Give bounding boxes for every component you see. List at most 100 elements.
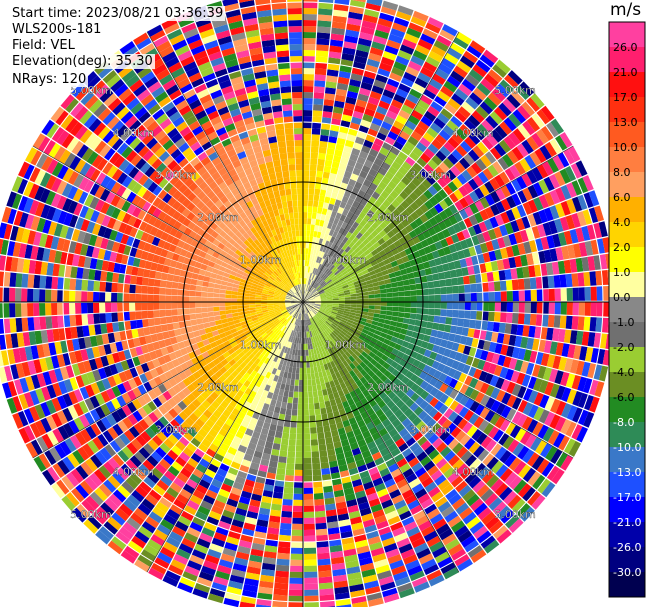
range-gate <box>303 140 311 147</box>
range-gate <box>459 123 472 136</box>
range-gate <box>303 158 310 165</box>
range-gate <box>459 507 473 520</box>
range-gate <box>15 288 22 302</box>
range-gate <box>382 362 391 370</box>
range-gate <box>397 286 405 292</box>
range-gate <box>283 420 291 428</box>
range-gate <box>483 96 498 111</box>
range-gate <box>545 122 559 138</box>
range-gate <box>177 289 184 296</box>
range-gate <box>362 518 376 528</box>
range-gate <box>314 188 321 196</box>
range-gate <box>553 275 561 288</box>
range-gate <box>303 433 311 440</box>
range-gate <box>425 22 441 35</box>
range-gate <box>338 307 345 311</box>
range-gate <box>369 237 378 246</box>
range-gate <box>391 248 399 256</box>
range-gate <box>452 414 464 426</box>
range-gate <box>325 81 337 89</box>
range-gate <box>466 493 480 507</box>
range-gate <box>220 284 227 290</box>
range-gate <box>320 272 326 279</box>
range-gate <box>313 306 320 311</box>
range-gate <box>33 274 41 289</box>
range-gate <box>333 320 340 325</box>
range-gate <box>443 467 456 479</box>
range-gate <box>437 501 452 513</box>
range-gate <box>307 293 312 298</box>
range-gate <box>431 233 440 243</box>
range-gate <box>359 368 368 377</box>
range-gate <box>465 336 474 347</box>
range-gate <box>352 374 360 383</box>
range-gate <box>440 238 449 248</box>
range-gate <box>340 250 347 258</box>
range-gate <box>319 450 328 458</box>
range-gate <box>324 322 330 328</box>
range-gate <box>583 378 593 394</box>
range-gate <box>207 287 214 293</box>
range-gate <box>451 233 460 244</box>
range-gate <box>484 492 499 507</box>
range-gate <box>324 400 331 408</box>
range-gate <box>499 79 515 94</box>
range-gate <box>202 317 210 324</box>
range-gate <box>442 124 455 137</box>
range-gate <box>443 196 454 207</box>
range-gate <box>465 73 480 87</box>
range-gate <box>378 166 388 176</box>
range-gate <box>387 365 396 374</box>
range-gate <box>352 253 359 261</box>
range-gate <box>476 123 490 137</box>
range-gate <box>324 260 329 267</box>
range-gate <box>306 306 311 312</box>
range-gate <box>577 409 589 426</box>
range-gate <box>477 339 485 350</box>
range-gate <box>394 499 407 510</box>
range-gate <box>388 33 403 44</box>
range-gate <box>166 273 174 282</box>
range-gate <box>554 218 564 233</box>
range-gate <box>336 263 343 270</box>
range-gate <box>432 344 440 353</box>
range-gate <box>93 302 100 313</box>
range-gate <box>362 574 378 584</box>
range-gate <box>257 592 273 601</box>
range-gate <box>303 122 312 129</box>
range-gate <box>303 349 306 356</box>
range-gate <box>332 294 339 298</box>
range-gate <box>325 153 334 161</box>
range-gate <box>338 323 345 328</box>
range-gate <box>135 285 142 294</box>
range-gate <box>396 390 406 400</box>
range-gate <box>391 199 401 209</box>
range-gate <box>552 155 565 171</box>
range-gate <box>410 383 420 393</box>
range-gate <box>261 297 268 301</box>
range-gate <box>518 302 525 313</box>
range-gate <box>349 390 357 398</box>
range-gate <box>386 292 393 298</box>
range-gate <box>454 553 470 567</box>
range-gate <box>393 253 402 261</box>
range-gate <box>365 279 373 285</box>
range-gate <box>488 68 503 83</box>
range-gate <box>448 333 456 342</box>
range-gate <box>479 101 494 115</box>
range-gate <box>540 125 554 141</box>
range-gate <box>560 419 572 435</box>
range-gate <box>565 214 576 230</box>
range-gate <box>399 190 409 200</box>
range-gate <box>366 492 379 502</box>
range-gate <box>9 303 16 318</box>
range-gate <box>356 304 363 308</box>
range-gate <box>395 322 403 328</box>
range-gate <box>386 345 394 353</box>
range-gate <box>332 296 339 299</box>
range-gate <box>434 551 450 564</box>
range-gate <box>468 214 479 226</box>
range-gate <box>313 348 317 355</box>
range-gate <box>479 330 487 340</box>
